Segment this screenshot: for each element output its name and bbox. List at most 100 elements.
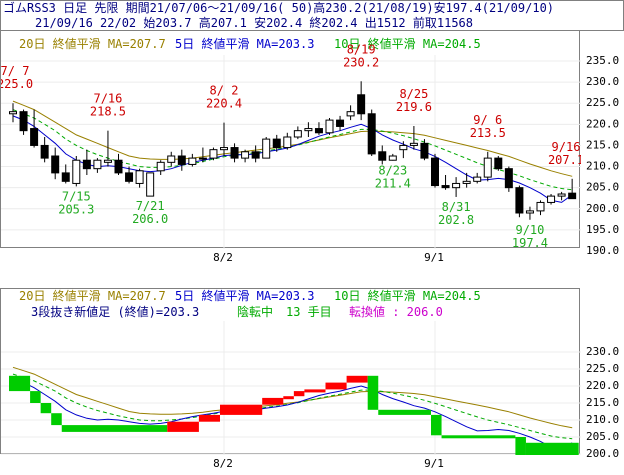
annotation-date: 8/25 — [399, 87, 428, 101]
candlestick-panel: 20日 終値平滑 MA=207.7 5日 終値平滑 MA=203.3 10日 終… — [0, 30, 581, 249]
candle-up — [198, 157, 207, 160]
annotation-value: 219.6 — [396, 100, 432, 114]
brick-up — [198, 414, 220, 422]
three-line-break-chart: 20日 終値平滑 MA=207.7 5日 終値平滑 MA=203.3 10日 終… — [1, 289, 581, 455]
candle-down — [114, 159, 123, 174]
x-tick-label: 8/2 — [213, 251, 233, 264]
legend-ma5: 5日 終値平滑 MA=203.3 — [175, 36, 314, 51]
annotation-value: 220.4 — [206, 97, 242, 111]
three-line-break-panel: 20日 終値平滑 MA=207.7 5日 終値平滑 MA=203.3 10日 終… — [0, 288, 581, 455]
annotation-date: 9/16 — [552, 140, 581, 154]
header-line-1: ゴムRSS3 日足 先限 期間21/07/06～21/09/16( 50)高23… — [3, 1, 555, 15]
annotation-date: 7/ 7 — [1, 64, 29, 78]
candle-down — [177, 155, 186, 165]
candle-down — [272, 138, 281, 149]
candle-up — [135, 170, 144, 184]
brick-up — [293, 391, 305, 397]
brick-up — [346, 375, 368, 383]
header-line-2: 21/09/16 22/02 始203.7 高207.1 安202.4 終202… — [35, 16, 474, 30]
annotation-value: 218.5 — [90, 105, 126, 119]
annotation-value: 206.0 — [132, 212, 168, 226]
y-tick-label: 215.0 — [586, 138, 619, 151]
candle-up — [452, 182, 461, 189]
candle-up — [156, 161, 165, 172]
candle-up — [241, 151, 250, 159]
ma20-line — [12, 100, 573, 177]
candle-up — [188, 157, 197, 165]
candle-down — [82, 159, 91, 170]
brick-down — [9, 375, 31, 392]
annotation-date: 7/15 — [62, 189, 91, 203]
step-count: 13 手目 — [286, 305, 332, 319]
candle-up — [262, 138, 271, 159]
candle-up — [536, 201, 545, 212]
y-tick-label: 220.0 — [586, 379, 619, 392]
candle-up — [525, 210, 534, 214]
candle-up — [409, 142, 418, 146]
candle-up — [167, 155, 176, 163]
annotation-value: 205.3 — [58, 202, 94, 216]
candle-down — [420, 142, 429, 159]
trend-status: 陰転中 — [237, 304, 273, 319]
y-tick-label: 230.0 — [586, 345, 619, 358]
candle-up — [346, 111, 355, 117]
candle-down — [230, 147, 239, 159]
candle-up — [103, 159, 112, 163]
candle-up — [146, 172, 155, 197]
candle-up — [557, 193, 566, 197]
candle-down — [494, 157, 503, 170]
brick-up — [304, 389, 326, 393]
ma5-line-bottom — [12, 378, 573, 450]
candle-down — [431, 157, 439, 187]
brick-down — [30, 391, 41, 403]
brick-up — [283, 396, 294, 400]
candlestick-chart: 20日 終値平滑 MA=207.7 5日 終値平滑 MA=203.3 10日 終… — [1, 36, 581, 249]
y-tick-label: 210.0 — [586, 160, 619, 173]
candle-down — [125, 172, 134, 182]
candle-up — [93, 159, 102, 170]
brick-up — [262, 397, 284, 405]
y-tick-label: 190.0 — [586, 244, 619, 257]
annotation-date: 7/21 — [136, 199, 165, 213]
y-tick-label: 200.0 — [586, 202, 619, 215]
brick-down — [51, 413, 62, 426]
candle-down — [251, 151, 260, 159]
candle-down — [314, 128, 323, 134]
candle-down — [367, 113, 376, 155]
candle-up — [547, 195, 556, 203]
ma20-line-bottom — [12, 366, 573, 429]
brick-down — [441, 435, 516, 439]
brick-down — [378, 409, 431, 415]
candle-up — [304, 128, 313, 132]
x-tick-label: 9/1 — [424, 457, 444, 470]
legend-ma5-bottom: 5日 終値平滑 MA=203.3 — [175, 289, 314, 303]
annotation-date: 9/ 6 — [473, 113, 502, 127]
three-line-label: 3段抜き新値足 (終値)=203.3 — [31, 304, 199, 319]
y-tick-label: 225.0 — [586, 96, 619, 109]
reversal-value: 転換値 : 206.0 — [349, 304, 443, 319]
annotation-date: 9/10 — [515, 223, 544, 237]
legend-ma10-bottom: 10日 終値平滑 MA=204.5 — [334, 289, 481, 303]
candle-up — [399, 144, 408, 151]
brick-up — [220, 404, 263, 415]
legend-ma20: 20日 終値平滑 MA=207.7 — [19, 36, 166, 51]
candle-down — [568, 192, 577, 200]
annotation-value: 197.4 — [512, 236, 548, 249]
y-tick-label: 215.0 — [586, 396, 619, 409]
chart-header: ゴムRSS3 日足 先限 期間21/07/06～21/09/16( 50)高23… — [0, 0, 624, 31]
candle-up — [293, 130, 302, 138]
y-tick-label: 220.0 — [586, 117, 619, 130]
annotation-date: 8/23 — [378, 164, 407, 178]
annotation-date: 8/19 — [347, 42, 376, 56]
brick-down — [367, 375, 379, 410]
annotation-value: 225.0 — [1, 77, 33, 91]
annotation-date: 8/ 2 — [210, 84, 239, 98]
candle-down — [40, 144, 49, 159]
candle-down — [378, 151, 387, 161]
annotation-date: 8/31 — [442, 200, 471, 214]
annotation-date: 7/16 — [93, 92, 122, 106]
candle-up — [462, 180, 471, 184]
candle-down — [30, 128, 39, 146]
candle-up — [209, 149, 218, 159]
candle-up — [473, 176, 482, 182]
